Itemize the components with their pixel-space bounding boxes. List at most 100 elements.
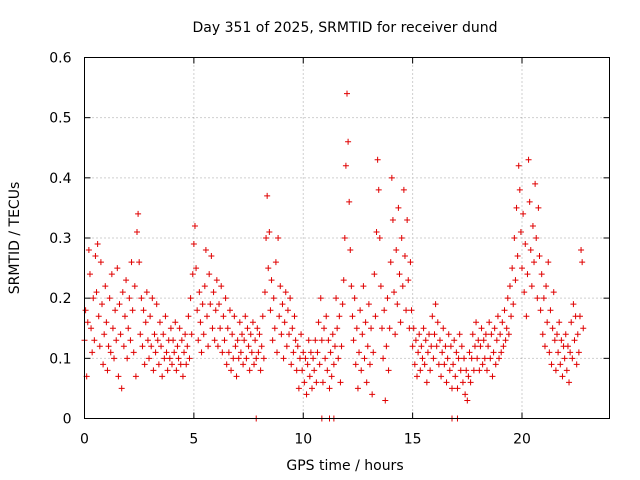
data-point	[269, 337, 276, 344]
data-point	[234, 337, 241, 344]
data-point	[400, 186, 407, 193]
data-point	[147, 313, 154, 320]
data-point	[556, 319, 563, 326]
data-point	[524, 271, 531, 278]
data-point	[136, 259, 143, 266]
data-point	[438, 373, 445, 380]
data-point	[160, 331, 167, 338]
data-point	[253, 355, 260, 362]
data-points	[81, 90, 587, 422]
data-point	[486, 319, 493, 326]
data-point	[307, 349, 314, 356]
data-point	[541, 343, 548, 350]
data-point	[382, 397, 389, 404]
data-point	[279, 301, 286, 308]
data-point	[195, 337, 202, 344]
data-point	[482, 331, 489, 338]
data-point	[488, 331, 495, 338]
data-point	[102, 283, 109, 290]
data-point	[546, 349, 553, 356]
data-point	[140, 307, 147, 314]
data-point	[414, 373, 420, 380]
data-point	[88, 325, 95, 332]
data-point	[373, 228, 380, 235]
data-point	[228, 367, 235, 374]
data-point	[329, 331, 336, 338]
data-point	[469, 331, 476, 338]
data-point	[274, 349, 280, 356]
data-point	[256, 331, 263, 338]
data-point	[207, 301, 214, 308]
data-point	[509, 265, 516, 272]
data-point	[388, 174, 395, 181]
data-point	[391, 289, 398, 296]
data-point	[183, 361, 190, 368]
data-point	[432, 301, 439, 308]
data-point	[381, 307, 388, 314]
data-point	[241, 337, 248, 344]
data-point	[155, 361, 162, 368]
data-point	[161, 355, 168, 362]
data-point	[412, 337, 419, 344]
data-point	[356, 349, 363, 356]
data-point	[405, 277, 412, 284]
data-point	[220, 313, 227, 320]
data-point	[333, 295, 340, 302]
data-point	[579, 259, 586, 266]
data-point	[283, 343, 290, 350]
data-point	[176, 325, 183, 332]
data-point	[363, 379, 370, 386]
data-point	[221, 337, 228, 344]
data-point	[310, 355, 317, 362]
data-point	[411, 361, 418, 368]
data-point	[152, 349, 159, 356]
data-point	[86, 271, 93, 278]
data-point	[174, 343, 181, 350]
data-point	[468, 355, 475, 362]
data-point	[428, 343, 435, 350]
data-point	[84, 319, 91, 326]
data-point	[171, 349, 178, 356]
data-point	[422, 337, 429, 344]
data-point	[175, 355, 182, 362]
data-point	[497, 331, 504, 338]
data-point	[272, 259, 279, 266]
data-point	[475, 337, 482, 344]
data-point	[520, 210, 527, 217]
data-point	[188, 331, 195, 338]
data-point	[499, 319, 506, 326]
data-point	[164, 367, 171, 374]
data-point	[354, 385, 361, 392]
data-point	[531, 259, 538, 266]
data-point	[377, 283, 384, 290]
data-point	[420, 325, 427, 332]
data-point	[464, 397, 471, 404]
data-point	[409, 343, 416, 350]
data-point	[254, 325, 261, 332]
data-point	[371, 271, 378, 278]
data-point	[293, 367, 300, 374]
data-point	[264, 192, 271, 199]
data-point	[480, 337, 487, 344]
data-point	[276, 313, 283, 320]
data-point	[218, 283, 225, 290]
data-point	[137, 331, 144, 338]
data-point	[580, 325, 587, 332]
data-point	[528, 283, 535, 290]
data-point	[435, 361, 442, 368]
data-point	[508, 313, 515, 320]
data-point	[384, 295, 391, 302]
data-point	[417, 367, 424, 374]
data-point	[383, 343, 390, 350]
data-point	[375, 186, 382, 193]
data-point	[108, 271, 115, 278]
data-point	[260, 355, 267, 362]
data-point	[167, 325, 174, 332]
data-point	[328, 373, 335, 380]
data-point	[146, 355, 153, 362]
data-point	[506, 283, 513, 290]
x-tick-label: 5	[189, 432, 198, 448]
data-point	[434, 319, 441, 326]
data-point	[564, 343, 571, 350]
data-point	[257, 367, 264, 374]
